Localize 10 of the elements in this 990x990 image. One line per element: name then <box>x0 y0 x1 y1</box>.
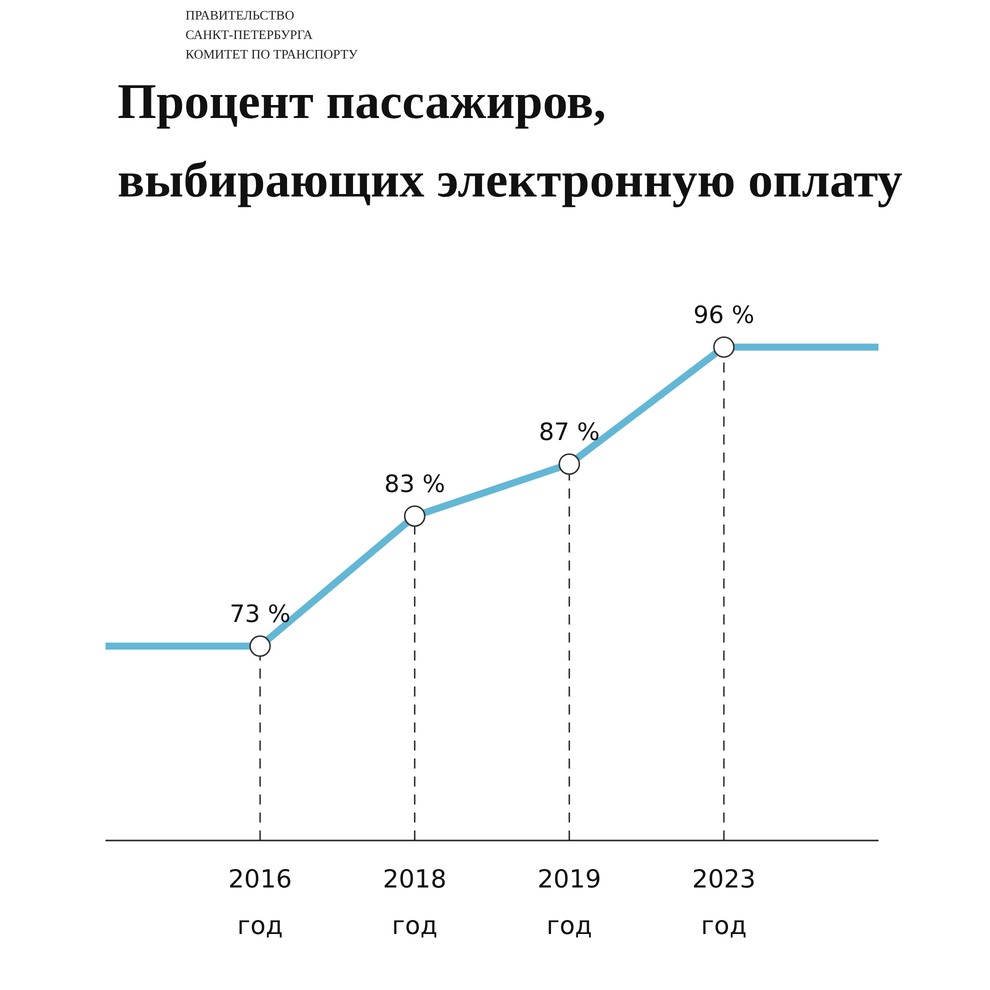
x-tick-label: 2016 год <box>228 864 292 940</box>
text: ПРАВИТЕЛЬСТВО САНКТ-ПЕТЕРБУРГА КОМИТЕТ ПО ТРАНСПОРТУ <box>186 8 358 62</box>
x-tick-label: 2018 год <box>382 864 447 940</box>
chart-title: Процент пассажиров, выбирающих электронную оплату <box>118 73 902 208</box>
data-label: 83 % <box>384 470 446 498</box>
x-tick-label: 2023 год <box>692 864 756 940</box>
data-label: 87 % <box>538 418 600 446</box>
data-label: 96 % <box>693 301 754 330</box>
data-label: 73 % <box>230 600 291 628</box>
x-tick-label: 2019 год <box>537 864 602 940</box>
